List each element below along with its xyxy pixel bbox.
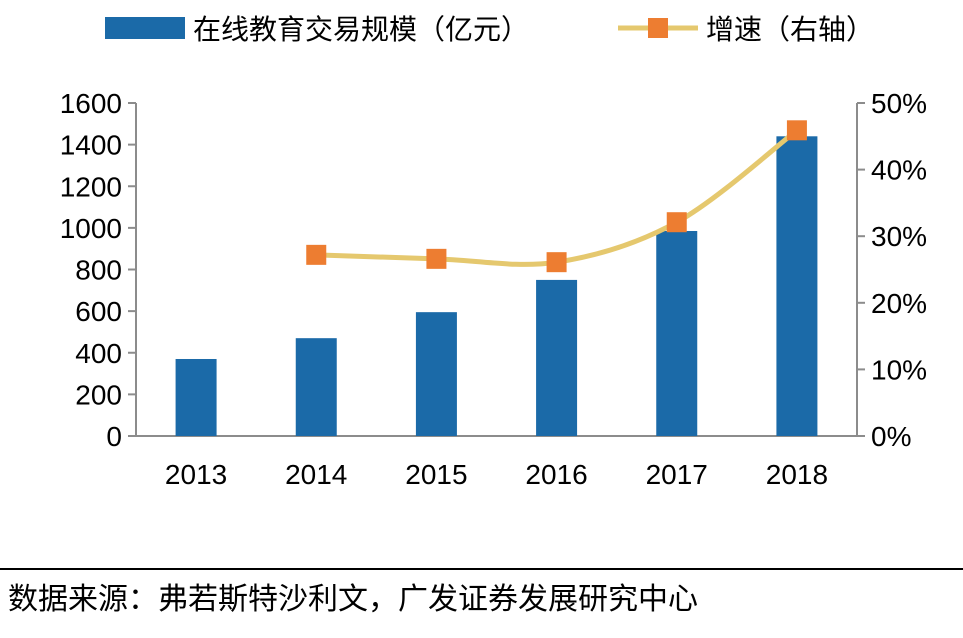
legend: 在线教育交易规模（亿元） 增速（右轴） xyxy=(105,13,874,46)
bar xyxy=(415,312,457,436)
chart: 在线教育交易规模（亿元） 增速（右轴） 0 200 400 600 800 1000 120… xyxy=(60,13,927,490)
source-divider xyxy=(0,568,963,570)
x-tick-label: 2017 xyxy=(646,459,708,490)
legend-bar-swatch xyxy=(105,17,185,39)
source-note: 数据来源：弗若斯特沙利文，广发证券发展研究中心 xyxy=(8,582,698,617)
growth-point xyxy=(426,248,447,269)
bar-series xyxy=(175,136,818,437)
bar xyxy=(536,279,578,436)
left-tick-label: 400 xyxy=(75,338,122,369)
left-tick-label: 600 xyxy=(75,296,122,327)
x-tick-label: 2018 xyxy=(766,459,828,490)
left-tick-label: 200 xyxy=(75,379,122,410)
right-tick-label: 10% xyxy=(871,354,927,385)
x-tick-label: 2014 xyxy=(285,459,347,490)
left-tick-label: 0 xyxy=(106,421,122,452)
legend-line-marker xyxy=(648,18,668,38)
growth-line xyxy=(316,128,799,267)
left-tick-label: 1600 xyxy=(60,88,122,119)
growth-point xyxy=(666,212,687,233)
growth-line-series xyxy=(306,120,807,273)
bar xyxy=(656,230,698,436)
bar xyxy=(295,338,337,436)
left-tick-label: 1000 xyxy=(60,213,122,244)
right-tick-label: 30% xyxy=(871,221,927,252)
bar xyxy=(776,136,818,437)
growth-point xyxy=(306,244,327,265)
legend-line-label: 增速（右轴） xyxy=(706,13,874,46)
axes: 0 200 400 600 800 1000 1200 1400 1600 0% 10% 20% 30%… xyxy=(60,88,927,490)
left-tick-label: 1400 xyxy=(60,130,122,161)
left-tick-label: 800 xyxy=(75,255,122,286)
left-tick-label: 1200 xyxy=(60,171,122,202)
right-tick-label: 50% xyxy=(871,88,927,119)
x-tick-label: 2016 xyxy=(525,459,587,490)
legend-bar-label: 在线教育交易规模（亿元） xyxy=(193,13,529,46)
right-tick-label: 0% xyxy=(871,421,911,452)
growth-point xyxy=(546,252,567,273)
right-tick-label: 40% xyxy=(871,155,927,186)
right-tick-label: 20% xyxy=(871,288,927,319)
bar xyxy=(175,358,217,436)
x-tick-label: 2015 xyxy=(405,459,467,490)
growth-point xyxy=(786,120,807,141)
x-tick-label: 2013 xyxy=(165,459,227,490)
